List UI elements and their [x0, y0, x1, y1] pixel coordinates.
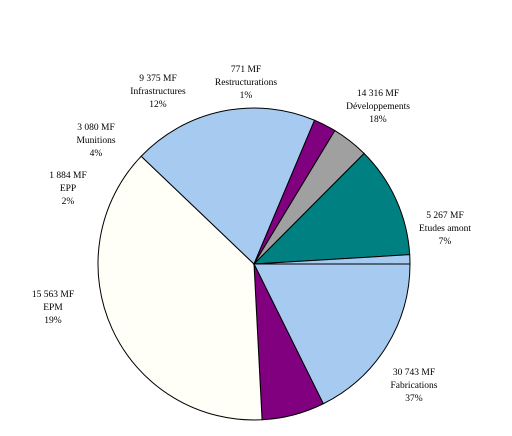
pie-slices	[97, 107, 411, 421]
slice-name-label: Fabrications	[391, 381, 438, 391]
slice-amount-label: 15 563 MF	[32, 290, 74, 300]
slice-name-label: Etudes amont	[419, 224, 471, 234]
slice-amount-label: 771 MF	[231, 65, 261, 75]
pie-slice-fabrications	[97, 155, 263, 421]
slice-percent-label: 2%	[62, 197, 75, 207]
slice-label-munitions: 3 080 MF Munitions 4%	[76, 123, 115, 159]
slice-name-label: EPM	[43, 303, 63, 313]
slice-amount-label: 9 375 MF	[139, 74, 176, 84]
pie-slice-developpements	[253, 263, 411, 405]
pie-slice-infrastructures	[252, 152, 411, 265]
slice-name-label: Munitions	[76, 136, 115, 146]
slice-percent-label: 7%	[439, 237, 452, 247]
slice-amount-label: 30 743 MF	[393, 368, 435, 378]
slice-percent-label: 4%	[90, 149, 103, 159]
slice-label-developpements: 14 316 MF Développements 18%	[346, 89, 410, 125]
slice-percent-label: 12%	[149, 100, 167, 110]
slice-label-restructurations: 771 MF Restructurations 1%	[215, 65, 278, 101]
slice-percent-label: 37%	[405, 394, 423, 404]
slice-label-epm: 15 563 MF EPM 19%	[32, 290, 74, 326]
slice-percent-label: 1%	[240, 91, 253, 101]
slice-name-label: EPP	[60, 184, 76, 194]
slice-percent-label: 18%	[369, 115, 387, 125]
slice-amount-label: 5 267 MF	[426, 211, 463, 221]
slice-label-infrastructures: 9 375 MF Infrastructures 12%	[130, 74, 186, 110]
slice-name-label: Restructurations	[215, 78, 278, 88]
pie-slice-restructurations	[253, 254, 411, 265]
slice-amount-label: 1 884 MF	[49, 171, 86, 181]
slice-name-label: Infrastructures	[130, 86, 186, 97]
slice-label-etudes-amont: 5 267 MF Etudes amont 7%	[419, 211, 471, 247]
pie-slice-epm	[140, 107, 316, 265]
pie-labels: 14 316 MF Développements 18% 5 267 MF Etudes…	[32, 65, 471, 404]
slice-label-epp: 1 884 MF EPP 2%	[49, 171, 86, 207]
slice-name-label: Développements	[346, 102, 410, 112]
slice-percent-label: 19%	[44, 316, 62, 326]
slice-amount-label: 14 316 MF	[357, 89, 399, 99]
slice-amount-label: 3 080 MF	[77, 123, 114, 133]
slice-label-fabrications: 30 743 MF Fabrications 37%	[391, 368, 438, 404]
